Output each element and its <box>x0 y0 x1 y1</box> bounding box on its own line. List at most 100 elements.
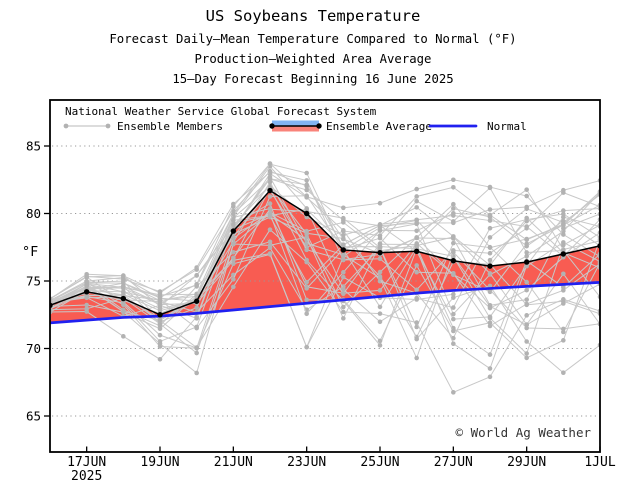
ensemble-member-dot <box>487 214 493 220</box>
ensemble-member-dot <box>414 355 419 361</box>
ensemble-member-dot <box>341 236 346 242</box>
ensemble-member-dot <box>341 242 346 248</box>
ensemble-member-dot <box>414 287 419 293</box>
ensemble-member-line <box>50 186 600 370</box>
ensemble-member-dot <box>341 304 346 310</box>
ensemble-member-dot <box>121 334 126 339</box>
ensemble-member-dot <box>84 274 89 279</box>
ensemble-member-dot <box>451 177 456 183</box>
ensemble-member-dot <box>341 232 346 238</box>
ensemble-member-dot <box>561 211 566 217</box>
ensemble-member-dot <box>524 250 529 255</box>
y-tick-label: 65 <box>26 409 41 424</box>
ensemble-average-dot <box>340 247 347 253</box>
ensemble-member-dot <box>377 288 383 293</box>
average-swatch-blue-band <box>272 120 319 126</box>
ensemble-member-dot <box>377 245 383 251</box>
ensemble-member-dot <box>304 344 309 350</box>
ensemble-member-dot <box>451 220 456 226</box>
average-swatch-dot-left <box>269 123 275 129</box>
ensemble-member-dot <box>377 338 383 344</box>
legend-members-label: Ensemble Members <box>117 120 223 133</box>
ensemble-member-dot <box>194 293 199 299</box>
ensemble-member-dot <box>414 269 419 275</box>
ensemble-member-dot <box>341 316 346 321</box>
ensemble-member-dot <box>524 279 529 285</box>
ensemble-member-line <box>50 228 600 393</box>
ensemble-member-line <box>50 187 600 325</box>
ensemble-member-dot <box>267 243 273 248</box>
ensemble-member-dot <box>487 352 493 357</box>
ensemble-member-dot <box>267 239 273 245</box>
ensemble-member-dot <box>451 328 456 334</box>
ensemble-member-dot <box>487 244 493 250</box>
ensemble-member-line <box>50 181 600 312</box>
ensemble-member-dot <box>377 319 383 325</box>
ensemble-member-dot <box>267 251 273 256</box>
average-swatch-dot-right <box>316 123 322 129</box>
ensemble-member-dot <box>414 228 419 234</box>
ensemble-member-dot <box>304 228 309 234</box>
ensemble-member-dot <box>451 341 456 347</box>
ensemble-member-line <box>50 208 600 320</box>
ensemble-member-dot <box>524 215 529 221</box>
ensemble-average-dot <box>83 289 90 295</box>
ensemble-member-dot <box>524 243 529 249</box>
ensemble-member-dot <box>341 309 346 315</box>
ensemble-member-dot <box>524 204 529 210</box>
ensemble-member-dot <box>487 302 493 308</box>
normal-line <box>50 281 600 325</box>
ensemble-member-dot <box>121 302 126 308</box>
ensemble-member-dot <box>341 228 346 234</box>
ensemble-member-dot <box>377 343 383 348</box>
ensemble-member-dot <box>561 338 566 343</box>
chart-subtitle-1: Forecast Daily–Mean Temperature Compared… <box>109 32 516 46</box>
ensemble-member-dot <box>231 255 236 261</box>
ensemble-member-dot <box>341 252 346 258</box>
ensemble-member-dot <box>414 263 419 268</box>
ensemble-member-dot <box>341 287 346 292</box>
ensemble-member-dot <box>561 187 566 193</box>
ensemble-member-dot <box>231 241 236 247</box>
ensemble-member-dot <box>84 280 89 285</box>
ensemble-member-dot <box>304 187 309 193</box>
ensemble-member-dot <box>304 297 309 303</box>
ensemble-member-dot <box>194 316 199 321</box>
ensemble-member-dot <box>304 279 309 285</box>
ensemble-member-dot <box>524 224 529 229</box>
ensemble-member-line <box>50 204 600 360</box>
ensemble-member-dot <box>561 297 566 302</box>
y-tick-label: 80 <box>26 206 41 221</box>
ensemble-member-dot <box>304 194 309 200</box>
ensemble-member-dot <box>341 257 346 262</box>
ensemble-member-dot <box>487 218 493 223</box>
ensemble-member-dot <box>414 242 419 247</box>
chart-subtitle-3: 15–Day Forecast Beginning 16 June 2025 <box>172 72 453 86</box>
ensemble-member-dot <box>561 240 566 245</box>
ensemble-member-dot <box>304 183 309 189</box>
ensemble-member-dot <box>451 234 456 240</box>
ensemble-member-dot <box>487 184 493 190</box>
ensemble-member-dot <box>561 326 566 332</box>
ensemble-member-dot <box>304 234 309 240</box>
ensemble-member-dot <box>157 321 163 327</box>
members-swatch-dot-right <box>105 123 111 129</box>
ensemble-member-dot <box>341 270 346 275</box>
ensemble-member-dot <box>524 237 529 243</box>
ensemble-member-dot <box>231 235 236 241</box>
ensemble-member-dot <box>341 291 346 297</box>
ensemble-average-swatch <box>269 120 322 132</box>
ensemble-member-line <box>50 178 600 306</box>
ensemble-average-dot <box>267 187 273 194</box>
ensemble-average-dot <box>413 248 420 254</box>
ensemble-member-dot <box>451 240 456 246</box>
ensemble-member-dot <box>304 311 309 317</box>
ensemble-member-dot <box>194 305 199 311</box>
ensemble-average-dot <box>377 249 383 256</box>
plot-border <box>49 99 601 453</box>
ensemble-member-dot <box>304 259 309 265</box>
ensemble-member-dot <box>524 301 529 307</box>
ensemble-member-dot <box>451 184 456 190</box>
ensemble-average-dot <box>487 263 493 269</box>
